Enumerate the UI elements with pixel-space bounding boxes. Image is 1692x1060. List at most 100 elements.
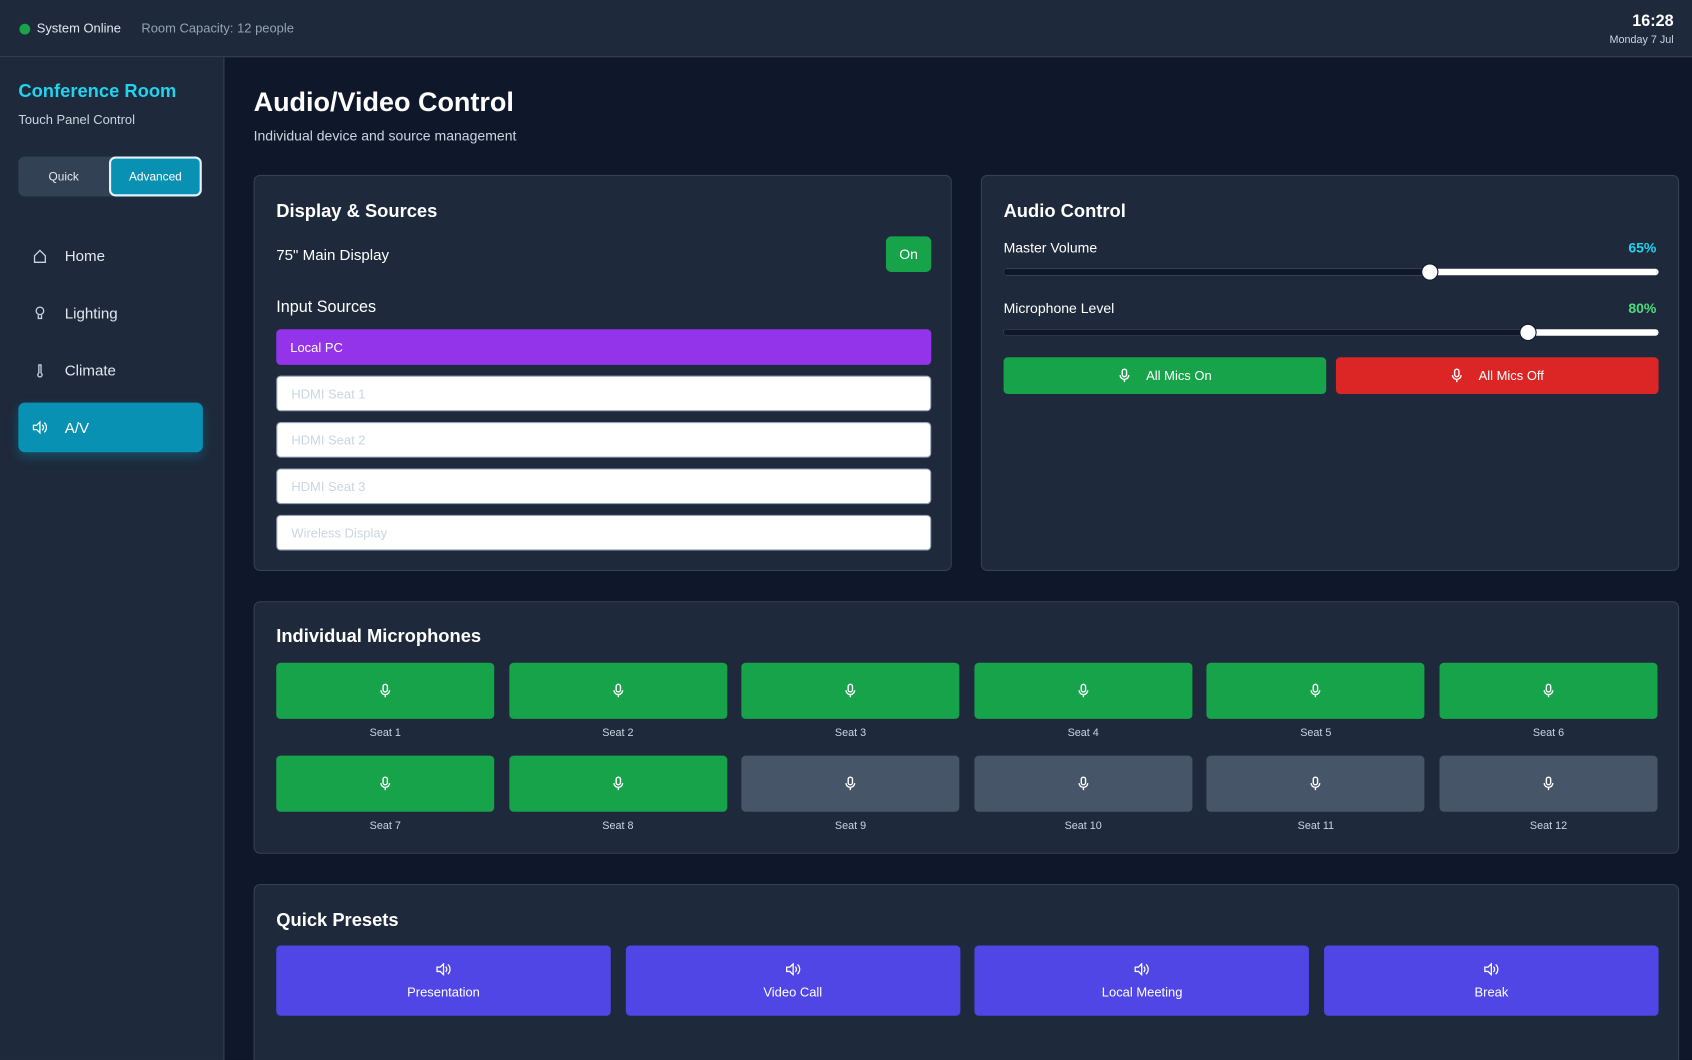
mic-button[interactable] bbox=[1206, 662, 1425, 719]
seat-label: Seat 12 bbox=[1529, 820, 1568, 833]
preset-button[interactable]: Break bbox=[1324, 945, 1659, 1016]
status-bar: System Online Room Capacity: 12 people 16:… bbox=[0, 0, 1692, 58]
mic-button[interactable] bbox=[276, 662, 495, 719]
seat-label: Seat 8 bbox=[602, 820, 634, 833]
mic-icon bbox=[380, 683, 391, 698]
source-button[interactable]: HDMI Seat 1 bbox=[276, 375, 932, 412]
mic-all-button[interactable]: All Mics Off bbox=[1335, 357, 1659, 394]
mic-icon bbox=[1119, 368, 1130, 383]
source-button[interactable]: HDMI Seat 3 bbox=[276, 468, 932, 505]
seat-label: Seat 7 bbox=[369, 820, 401, 833]
mic-all-button[interactable]: All Mics On bbox=[1003, 357, 1327, 394]
mic-button[interactable] bbox=[508, 662, 727, 719]
seat-label: Seat 3 bbox=[834, 727, 867, 740]
nav-icon bbox=[32, 420, 48, 435]
panel-title: Display & Sources bbox=[276, 200, 438, 222]
preset-button[interactable]: Video Call bbox=[625, 945, 961, 1016]
mic-icon bbox=[1078, 776, 1089, 791]
mic-button[interactable] bbox=[508, 755, 727, 812]
mode-toggle: Quick Advanced bbox=[18, 156, 202, 197]
slider-label: Master Volume bbox=[1003, 239, 1098, 256]
mic-button[interactable] bbox=[1439, 755, 1658, 812]
mic-icon bbox=[1310, 776, 1321, 791]
speaker-icon bbox=[1484, 962, 1499, 976]
sidebar-subtitle: Touch Panel Control bbox=[18, 112, 135, 128]
speaker-icon bbox=[1134, 962, 1150, 976]
seat-label: Seat 10 bbox=[1064, 820, 1102, 833]
power-button[interactable]: On bbox=[885, 236, 932, 273]
clock-date: Monday 7 Jul bbox=[1609, 34, 1674, 47]
preset-label: Presentation bbox=[407, 983, 480, 999]
panel-title: Audio Control bbox=[1003, 200, 1126, 222]
slider-thumb[interactable] bbox=[1518, 323, 1537, 342]
preset-label: Video Call bbox=[763, 983, 823, 999]
slider-thumb[interactable] bbox=[1420, 263, 1438, 281]
mic-icon bbox=[845, 776, 856, 791]
seat-label: Seat 1 bbox=[369, 727, 401, 740]
seat-label: Seat 6 bbox=[1532, 727, 1565, 740]
source-button[interactable]: HDMI Seat 2 bbox=[276, 422, 932, 458]
nav-item[interactable]: Home bbox=[18, 231, 203, 281]
display-panel: Display & Sources 75" Main Display On Input… bbox=[253, 174, 952, 572]
slider-fill bbox=[1003, 268, 1430, 276]
mic-button[interactable] bbox=[741, 755, 960, 812]
nav-icon bbox=[37, 364, 43, 378]
mic-button[interactable] bbox=[974, 755, 1193, 812]
seat-label: Seat 11 bbox=[1297, 820, 1335, 833]
mics-panel: Individual Microphones Seat 1 Seat 2 Seat 3… bbox=[253, 601, 1680, 854]
system-status: System Online bbox=[36, 20, 121, 36]
nav-icon bbox=[35, 306, 45, 320]
panel-title: Quick Presets bbox=[276, 909, 399, 931]
speaker-icon bbox=[436, 962, 451, 976]
page-title: Audio/Video Control bbox=[253, 87, 514, 118]
mic-icon bbox=[845, 683, 856, 698]
mic-icon bbox=[1078, 683, 1089, 698]
mic-button[interactable] bbox=[1439, 662, 1658, 719]
seat-label: Seat 9 bbox=[834, 820, 867, 833]
slider-value: 80% bbox=[1628, 300, 1657, 317]
mic-icon bbox=[1310, 683, 1321, 698]
mic-icon bbox=[1452, 368, 1463, 383]
preset-label: Local Meeting bbox=[1101, 983, 1183, 999]
page-subtitle: Individual device and source management bbox=[253, 127, 517, 144]
sidebar: Conference Room Touch Panel Control Quick A… bbox=[0, 57, 225, 1060]
sidebar-title: Conference Room bbox=[18, 80, 177, 102]
mode-button[interactable]: Advanced bbox=[108, 156, 202, 197]
mic-button[interactable] bbox=[974, 662, 1193, 719]
slider-track[interactable] bbox=[1003, 323, 1659, 342]
seat-label: Seat 5 bbox=[1300, 727, 1332, 740]
preset-button[interactable]: Presentation bbox=[276, 945, 611, 1016]
nav-icon bbox=[33, 249, 46, 263]
seat-label: Seat 4 bbox=[1067, 727, 1099, 740]
room-capacity: Room Capacity: 12 people bbox=[141, 20, 294, 36]
mic-button[interactable] bbox=[276, 755, 495, 812]
slider-label: Microphone Level bbox=[1003, 300, 1115, 317]
nav-item[interactable]: A/V bbox=[18, 402, 203, 453]
nav-label: Climate bbox=[64, 361, 116, 379]
mic-icon bbox=[1543, 683, 1554, 698]
audio-panel: Audio Control Master Volume 65% Microphone … bbox=[980, 174, 1680, 572]
slider-value: 65% bbox=[1628, 239, 1657, 256]
nav-label: Home bbox=[64, 247, 106, 265]
preset-button[interactable]: Local Meeting bbox=[974, 945, 1310, 1016]
section-label: Input Sources bbox=[276, 297, 377, 317]
source-button[interactable]: Local PC bbox=[276, 329, 932, 365]
nav-label: Lighting bbox=[64, 304, 118, 322]
mic-button[interactable] bbox=[1206, 755, 1425, 812]
source-button[interactable]: Wireless Display bbox=[276, 514, 932, 551]
nav-item[interactable]: Lighting bbox=[18, 288, 203, 338]
speaker-icon bbox=[785, 962, 800, 976]
button-label: All Mics Off bbox=[1478, 368, 1544, 384]
mic-icon bbox=[380, 776, 391, 791]
mic-button[interactable] bbox=[741, 662, 960, 719]
nav-item[interactable]: Climate bbox=[18, 345, 203, 395]
device-name: 75" Main Display bbox=[276, 246, 390, 264]
mic-icon bbox=[612, 683, 623, 698]
preset-label: Break bbox=[1474, 983, 1509, 999]
mode-button[interactable]: Quick bbox=[48, 170, 79, 183]
slider-fill bbox=[1003, 329, 1528, 336]
slider-track[interactable] bbox=[1003, 263, 1659, 281]
seat-label: Seat 2 bbox=[602, 727, 634, 740]
